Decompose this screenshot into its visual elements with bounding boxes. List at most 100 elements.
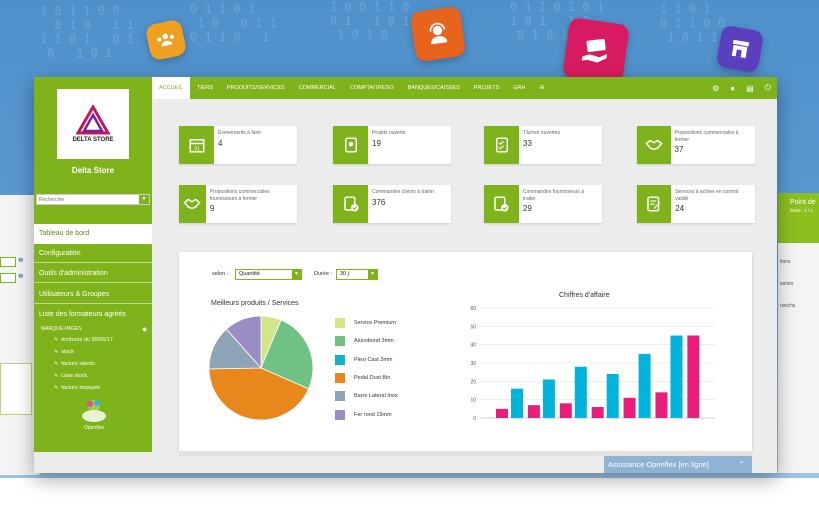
chevron-up-icon[interactable]: ⌃: [738, 460, 745, 469]
tab-tiers[interactable]: TIERS: [196, 85, 214, 91]
tab-accueil[interactable]: ACCUEIL: [152, 77, 190, 99]
store-icon: [715, 24, 765, 74]
bookmark-label: Liste stock: [61, 373, 88, 379]
bar: [670, 335, 683, 418]
bookmark-icon: ✎: [54, 361, 59, 367]
menu-icon[interactable]: ≡: [539, 83, 545, 92]
assistance-chat-bar[interactable]: Assistance Openflex [en ligne] ⌃: [604, 456, 752, 473]
svg-text:31: 31: [194, 146, 200, 152]
ghost-item: riwichs: [780, 303, 796, 309]
chevron-down-icon: ▾: [292, 270, 301, 279]
tab-compta-treso[interactable]: COMPTA/TRÉSO: [350, 85, 394, 91]
y-tick-label: 60: [470, 306, 476, 312]
bar: [591, 407, 604, 418]
sidebar: DELTA STORE Delta Store ▾ Tableau de bor…: [34, 77, 152, 452]
sidebar-item-utilisateurs-groupes[interactable]: Utilisateurs & Groupes: [39, 291, 110, 298]
logout-icon[interactable]: ⏻: [764, 83, 771, 92]
duree-select[interactable]: 30 j ▾: [336, 269, 378, 280]
pie-slice: [225, 315, 262, 370]
pin-icon[interactable]: ◆: [142, 327, 147, 333]
money-hand-icon: [562, 17, 630, 85]
card-value: 9: [209, 204, 215, 213]
legend-swatch: [335, 409, 345, 420]
card-value: 376: [372, 197, 386, 207]
stat-card-taches[interactable]: Tâches ouvertes 33: [484, 126, 602, 164]
selon-select[interactable]: Quantité ▾: [235, 269, 302, 280]
panel-footer: [179, 451, 752, 456]
bookmark-item[interactable]: ✎ écritures du 30/06/17: [54, 337, 113, 343]
openflex-logo[interactable]: Openflex: [74, 399, 114, 431]
tab-commercial[interactable]: COMMERCIAL: [298, 85, 336, 91]
bookmark-item[interactable]: ✎ facture impayée: [54, 385, 100, 391]
legend-item: Pedal Dust Bin: [335, 372, 390, 383]
card-label: Commandes fournisseurs à traiter: [522, 189, 585, 202]
bar: [655, 392, 668, 418]
lightbulb-icon: [333, 126, 368, 164]
divider: [34, 303, 152, 304]
sidebar-item-tableau-de-bord[interactable]: Tableau de bord: [34, 224, 152, 244]
y-tick-label: 0: [473, 416, 476, 422]
stat-card-propositions[interactable]: Propositions commerciales à fermer 37: [637, 126, 755, 164]
divider: [34, 282, 152, 283]
app-window: DELTA STORE Delta Store ▾ Tableau de bor…: [34, 77, 777, 473]
card-value: 4: [218, 138, 223, 148]
pie-slice: [260, 319, 314, 390]
print-icon[interactable]: ▤: [746, 83, 754, 93]
settings-icon[interactable]: ⚙: [712, 83, 720, 93]
handshake-icon: [637, 126, 671, 164]
tab-grh[interactable]: GRH: [513, 85, 526, 91]
bookmark-label: écritures du 30/06/17: [61, 337, 113, 343]
openflex-label: Openflex: [83, 425, 104, 431]
search-input[interactable]: [37, 195, 139, 204]
legend-item: Barre Lateral Inox: [335, 391, 398, 402]
legend-swatch: [335, 318, 345, 328]
tab-projets[interactable]: PROJETS: [473, 85, 500, 91]
bar-chart: 0 10 20 30 40 50 60: [470, 306, 715, 422]
stat-card-services[interactable]: Services à activer en contrat validé 24: [637, 185, 755, 223]
dashboard-content: 31 Événements à faire 4 Projets ouverts 19…: [152, 99, 777, 473]
card-label: Propositions commerciales fournisseurs à…: [209, 189, 270, 202]
card-label: Commandes clients à traiter: [372, 189, 435, 195]
stat-card-projets[interactable]: Projets ouverts 19: [333, 126, 451, 164]
bookmark-item[interactable]: ✎ Liste stock: [54, 373, 87, 379]
store-name: Delta Store: [71, 166, 115, 175]
sidebar-item-outils-administration[interactable]: Outils d'administration: [39, 270, 108, 277]
stat-card-commandes-clients[interactable]: Commandes clients à traiter 376: [333, 185, 451, 223]
stat-card-commandes-fournisseurs[interactable]: Commandes fournisseurs à traiter 29: [484, 185, 602, 223]
legend-item: Plexi Cast 3mm: [335, 354, 393, 365]
pie-slice: [208, 367, 310, 421]
sidebar-search[interactable]: ▾: [36, 194, 150, 205]
duree-value: 30 j: [340, 271, 349, 277]
bookmark-item[interactable]: ✎ facture rakoto: [54, 361, 95, 367]
bookmark-icon: ✎: [54, 373, 59, 379]
legend-swatch: [335, 391, 345, 402]
bookmark-item[interactable]: ✎ stock: [54, 349, 74, 355]
selon-label: selon :: [212, 271, 229, 277]
legend-label: Alucobond 3mm: [354, 338, 394, 345]
tab-banques-caisses[interactable]: BANQUES/CAISSES: [407, 85, 460, 91]
bookmark-label: stock: [61, 349, 75, 355]
chevron-down-icon[interactable]: ▾: [139, 195, 149, 204]
ghost-title: Point de: [790, 199, 816, 206]
pie-chart: [208, 315, 314, 421]
card-label: Événements à faire: [218, 130, 262, 136]
user-icon[interactable]: ●: [730, 83, 736, 93]
bookmark-icon: ✎: [54, 349, 59, 355]
tab-produits-services[interactable]: PRODUITS/SERVICES: [227, 85, 285, 91]
bar: [623, 397, 636, 418]
legend-label: Service Premium: [354, 320, 396, 326]
background-window-right: Point de Étant : 1 / 1 tions series riwic…: [778, 193, 819, 473]
legend-label: Barre Lateral Inox: [354, 393, 398, 400]
ghost-item: tions: [780, 259, 791, 265]
card-label: Propositions commerciales à fermer: [674, 130, 739, 143]
order-check-icon: [484, 185, 519, 223]
bookmark-label: facture rakoto: [61, 361, 95, 367]
duree-label: Durée :: [314, 271, 333, 277]
stat-card-evenements[interactable]: 31 Événements à faire 4: [179, 126, 297, 164]
card-value: 19: [372, 138, 381, 148]
stat-card-propositions-fournisseurs[interactable]: Propositions commerciales fournisseurs à…: [179, 185, 297, 223]
logo[interactable]: DELTA STORE: [57, 89, 129, 159]
sidebar-item-formateurs-agrees[interactable]: Liste des formateurs agréés: [39, 311, 126, 318]
sidebar-item-configuration[interactable]: Configuration: [39, 250, 81, 257]
calendar-icon: 31: [179, 126, 214, 164]
